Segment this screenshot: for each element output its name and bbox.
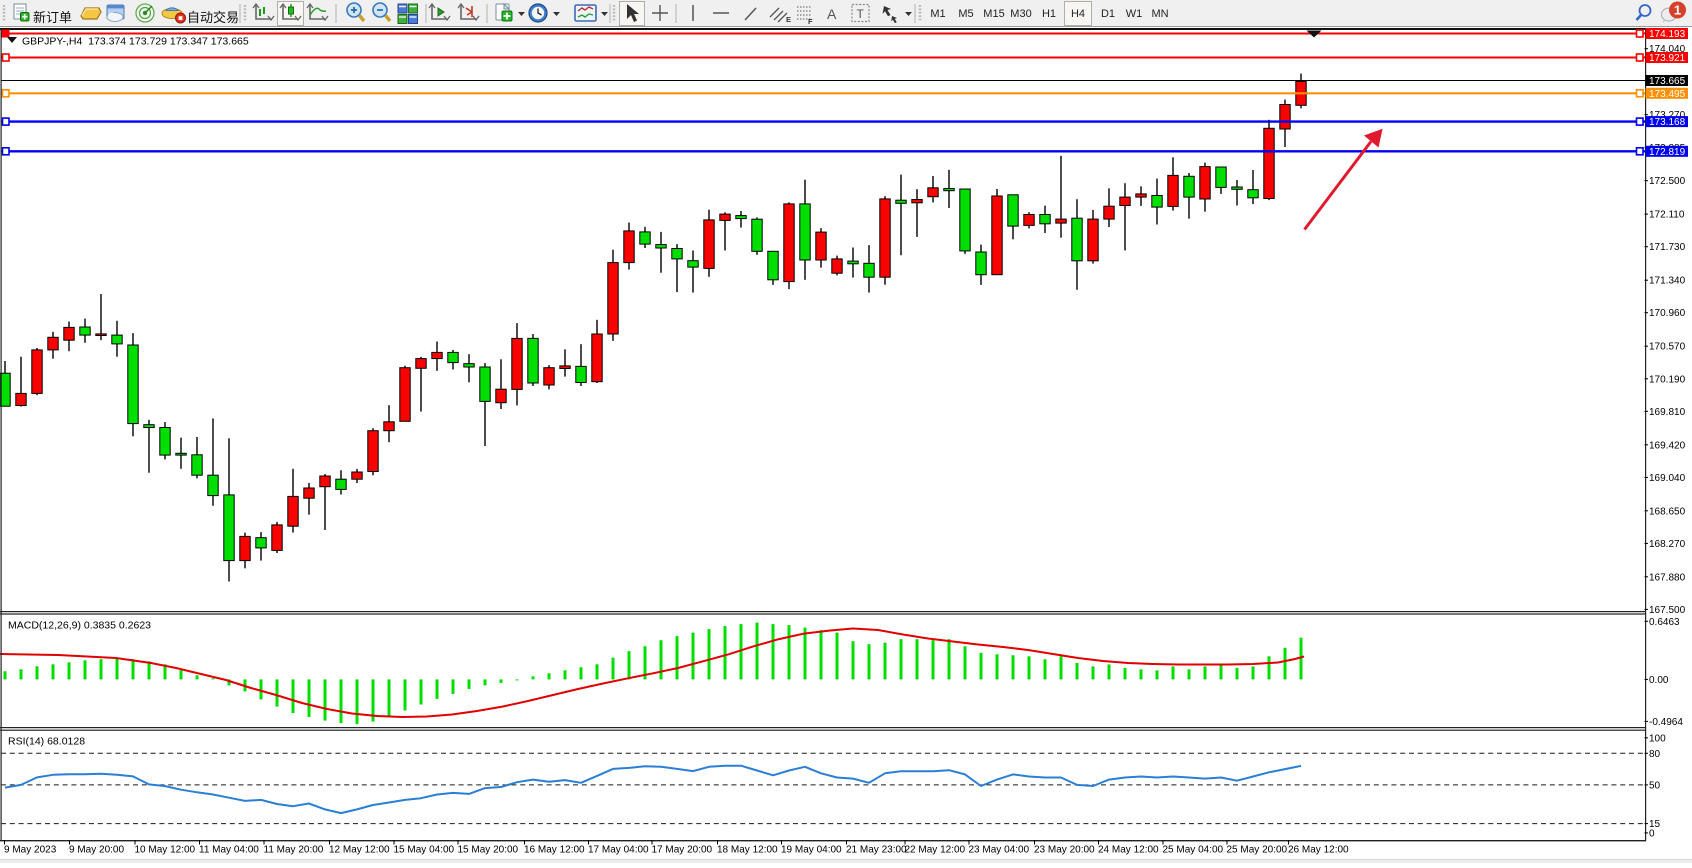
svg-text:MN: MN [1151, 8, 1168, 20]
svg-text:80: 80 [1649, 749, 1661, 760]
svg-text:10 May 12:00: 10 May 12:00 [135, 845, 196, 856]
svg-text:MACD(12,26,9) 0.3835 0.2623: MACD(12,26,9) 0.3835 0.2623 [8, 620, 151, 632]
svg-text:26 May 12:00: 26 May 12:00 [1288, 845, 1349, 856]
svg-text:50: 50 [1649, 780, 1661, 791]
svg-text:19 May 04:00: 19 May 04:00 [781, 845, 842, 856]
svg-text:15 May 20:00: 15 May 20:00 [458, 845, 519, 856]
svg-text:F: F [808, 17, 813, 26]
svg-text:12 May 12:00: 12 May 12:00 [329, 845, 390, 856]
svg-text:M15: M15 [983, 8, 1004, 20]
svg-text:172.110: 172.110 [1649, 210, 1685, 221]
svg-text:174.040: 174.040 [1649, 44, 1686, 55]
svg-text:18 May 12:00: 18 May 12:00 [717, 845, 778, 856]
svg-text:23 May 20:00: 23 May 20:00 [1034, 845, 1095, 856]
svg-text:173.495: 173.495 [1649, 89, 1686, 100]
svg-text:1: 1 [1674, 3, 1681, 18]
svg-text:171.340: 171.340 [1649, 276, 1686, 287]
svg-text:172.819: 172.819 [1649, 147, 1686, 158]
svg-text:0.00: 0.00 [1649, 675, 1669, 686]
svg-text:17 May 04:00: 17 May 04:00 [588, 845, 649, 856]
svg-text:0.6463: 0.6463 [1649, 617, 1680, 628]
svg-text:21 May 23:00: 21 May 23:00 [846, 845, 907, 856]
svg-text:9 May 2023: 9 May 2023 [4, 845, 57, 856]
svg-text:168.650: 168.650 [1649, 506, 1686, 517]
svg-text:24 May 12:00: 24 May 12:00 [1098, 845, 1159, 856]
svg-text:22 May 12:00: 22 May 12:00 [905, 845, 966, 856]
svg-text:170.570: 170.570 [1649, 342, 1686, 353]
svg-text:25 May 20:00: 25 May 20:00 [1227, 845, 1288, 856]
svg-text:M1: M1 [930, 8, 945, 20]
svg-text:173.665: 173.665 [1649, 76, 1686, 87]
svg-text:100: 100 [1649, 733, 1666, 744]
svg-text:M5: M5 [958, 8, 973, 20]
svg-text:0: 0 [1649, 828, 1655, 839]
svg-text:169.810: 169.810 [1649, 407, 1686, 418]
svg-text:D1: D1 [1101, 8, 1115, 20]
svg-text:168.270: 168.270 [1649, 539, 1686, 550]
svg-text:M30: M30 [1010, 8, 1031, 20]
svg-text:RSI(14) 68.0128: RSI(14) 68.0128 [8, 736, 85, 748]
svg-text:25 May 04:00: 25 May 04:00 [1163, 845, 1224, 856]
svg-text:23 May 04:00: 23 May 04:00 [969, 845, 1030, 856]
svg-text:9 May 20:00: 9 May 20:00 [69, 845, 124, 856]
svg-text:169.040: 169.040 [1649, 473, 1686, 484]
svg-text:173.168: 173.168 [1649, 117, 1686, 128]
svg-text:172.500: 172.500 [1649, 176, 1686, 187]
svg-text:A: A [827, 6, 837, 22]
svg-text:171.730: 171.730 [1649, 242, 1686, 253]
svg-text:15 May 04:00: 15 May 04:00 [394, 845, 455, 856]
svg-text:170.190: 170.190 [1649, 374, 1686, 385]
svg-text:W1: W1 [1126, 8, 1143, 20]
svg-text:GBPJPY-,H4 173.374 173.729 17: GBPJPY-,H4 173.374 173.729 173.347 173.6… [22, 36, 249, 48]
svg-text:17 May 20:00: 17 May 20:00 [652, 845, 713, 856]
svg-text:-0.4964: -0.4964 [1649, 717, 1683, 728]
svg-text:169.420: 169.420 [1649, 440, 1686, 451]
svg-text:11 May 04:00: 11 May 04:00 [199, 845, 259, 856]
svg-text:H4: H4 [1071, 8, 1085, 20]
svg-text:174.193: 174.193 [1649, 29, 1686, 40]
svg-text:E: E [786, 15, 791, 24]
svg-text:170.960: 170.960 [1649, 308, 1686, 319]
svg-text:173.921: 173.921 [1649, 53, 1686, 64]
svg-text:167.880: 167.880 [1649, 572, 1686, 583]
svg-text:15: 15 [1649, 819, 1661, 830]
svg-text:167.500: 167.500 [1649, 605, 1686, 616]
svg-text:173.270: 173.270 [1649, 110, 1686, 121]
svg-text:11 May 20:00: 11 May 20:00 [264, 845, 324, 856]
svg-text:H1: H1 [1042, 8, 1056, 20]
svg-text:T: T [857, 7, 865, 21]
svg-text:16 May 12:00: 16 May 12:00 [524, 845, 585, 856]
